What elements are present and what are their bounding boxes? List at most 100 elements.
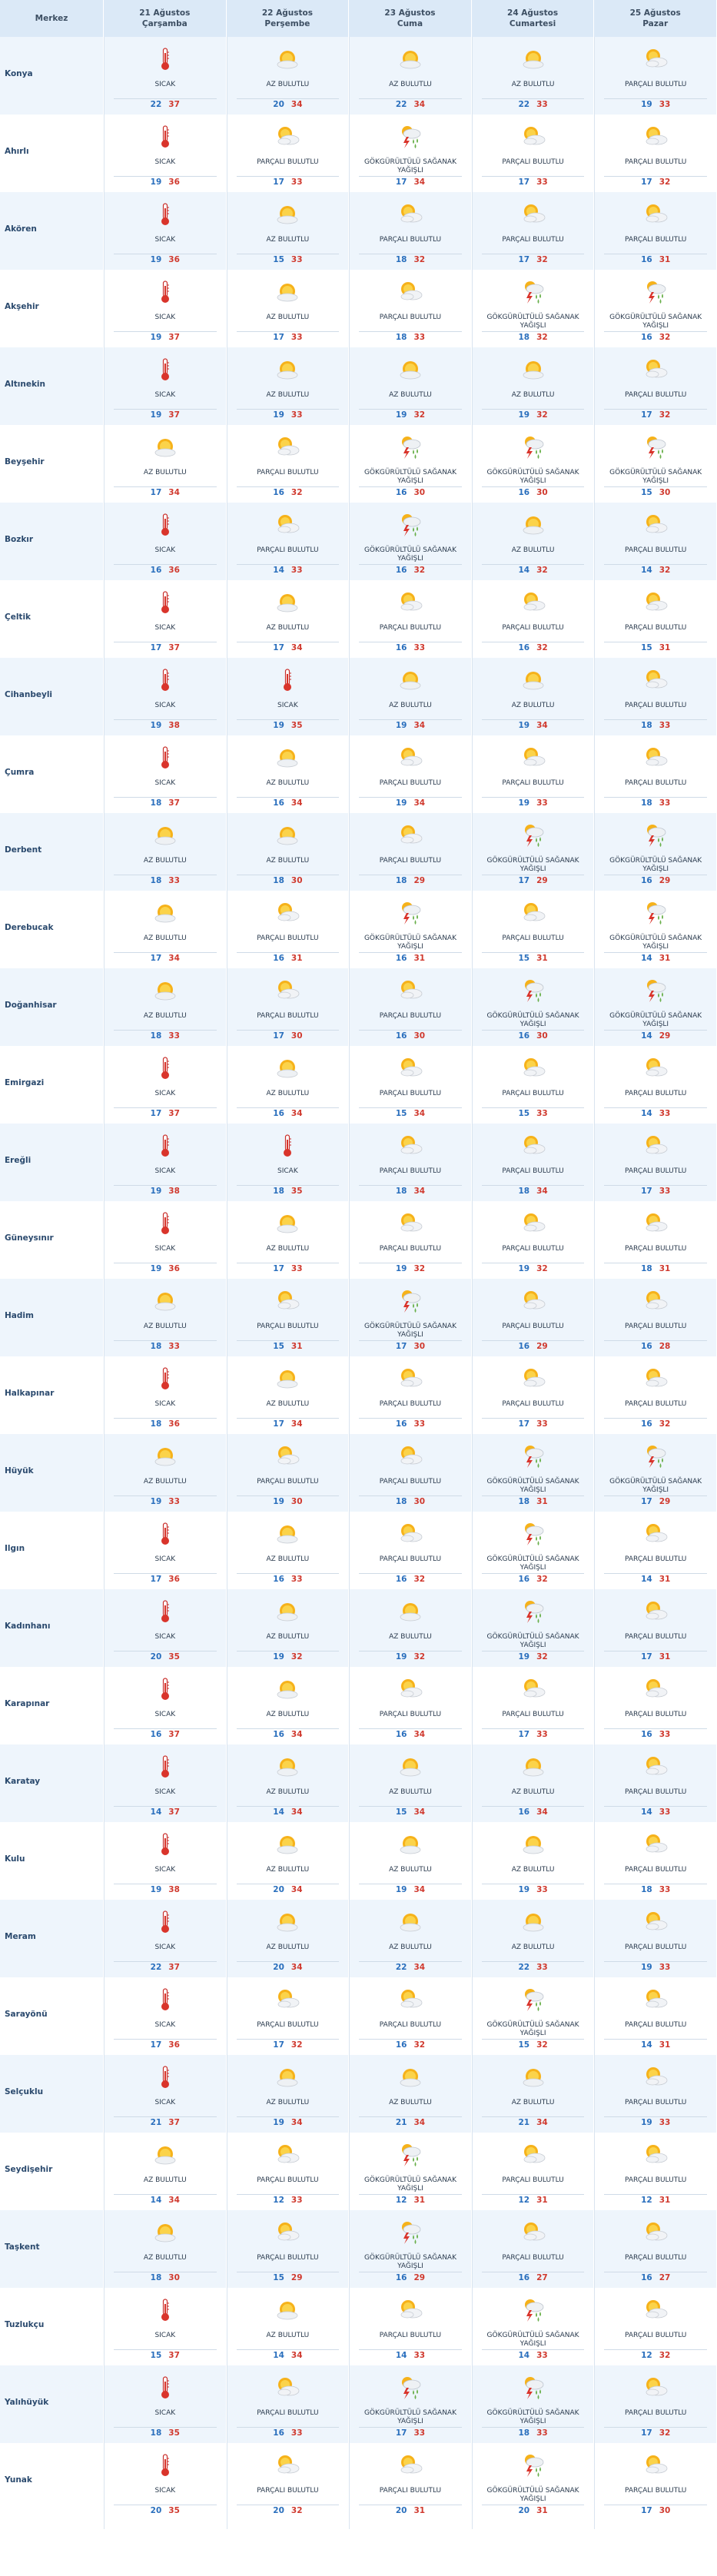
- temperature-range: 14 31: [595, 954, 716, 963]
- city-name[interactable]: Meram: [0, 1900, 104, 1977]
- forecast-cell-content: PARÇALI BULUTLU 16 33: [349, 1356, 471, 1434]
- table-row: Ahırlı SICAK 19 36 PARÇALI BULUTLU 17 33 GÖKGÜR…: [0, 115, 717, 192]
- temperature-range: 18 31: [473, 1497, 594, 1506]
- divider: [114, 1728, 217, 1729]
- city-name[interactable]: Kulu: [0, 1822, 104, 1900]
- condition-label: GÖKGÜRÜLTÜLÜ SAĞANAK YAĞIŞLI: [363, 469, 456, 485]
- forecast-cell-content: PARÇALI BULUTLU 16 33: [226, 2365, 349, 2443]
- min-temperature: 19: [518, 721, 530, 730]
- partly-cloudy-icon: [642, 1366, 669, 1392]
- max-temperature: 33: [536, 1730, 548, 1739]
- city-name[interactable]: Hadim: [0, 1279, 104, 1356]
- min-temperature: 15: [395, 1808, 407, 1817]
- partly-cloudy-icon: [274, 434, 300, 460]
- condition-label: PARÇALI BULUTLU: [379, 779, 442, 787]
- min-temperature: 16: [518, 643, 530, 652]
- divider: [604, 2194, 707, 2195]
- min-temperature: 16: [518, 1342, 530, 1351]
- condition-label: SICAK: [154, 1245, 176, 1253]
- forecast-cell-content: AZ BULUTLU 19 32: [471, 347, 594, 425]
- divider: [114, 1961, 217, 1962]
- forecast-cell: PARÇALI BULUTLU 18 33: [348, 270, 472, 347]
- city-name[interactable]: Hüyük: [0, 1434, 104, 1512]
- city-name[interactable]: Akören: [0, 192, 104, 270]
- forecast-cell: PARÇALI BULUTLU 12 33: [226, 2133, 350, 2210]
- city-name[interactable]: Ahırlı: [0, 115, 104, 192]
- thermometer-icon: [152, 745, 178, 771]
- max-temperature: 28: [659, 1342, 671, 1351]
- divider: [114, 2349, 217, 2350]
- city-name[interactable]: Seydişehir: [0, 2133, 104, 2210]
- temperature-range: 19 38: [105, 1885, 226, 1894]
- divider: [481, 1961, 585, 1962]
- partly-cloudy-icon: [520, 1055, 546, 1081]
- city-name[interactable]: Derebucak: [0, 891, 104, 968]
- sun-cloud-icon: [274, 1676, 300, 1702]
- city-name[interactable]: Çeltik: [0, 580, 104, 658]
- divider: [114, 331, 217, 332]
- city-name[interactable]: Ereğli: [0, 1124, 104, 1201]
- divider: [359, 331, 462, 332]
- city-name[interactable]: Beyşehir: [0, 425, 104, 503]
- city-name[interactable]: Sarayönü: [0, 1977, 104, 2055]
- temperature-range: 14 37: [105, 1808, 226, 1817]
- min-temperature: 14: [641, 2040, 652, 2050]
- forecast-cell-content: AZ BULUTLU 22 33: [471, 1900, 594, 1977]
- max-temperature: 34: [290, 1419, 303, 1429]
- thermometer-icon: [152, 1210, 178, 1237]
- max-temperature: 34: [536, 1187, 548, 1196]
- forecast-cell: PARÇALI BULUTLU 16 33: [348, 1356, 472, 1434]
- city-name[interactable]: Tuzlukçu: [0, 2288, 104, 2365]
- city-name[interactable]: Güneysınır: [0, 1201, 104, 1279]
- city-name[interactable]: Karatay: [0, 1744, 104, 1822]
- temperature-range: 18 33: [105, 876, 226, 885]
- max-temperature: 32: [536, 1575, 548, 1584]
- city-name[interactable]: Yunak: [0, 2443, 104, 2529]
- min-temperature: 12: [273, 2196, 284, 2205]
- city-name[interactable]: Karapınar: [0, 1667, 104, 1744]
- city-name[interactable]: Kadınhanı: [0, 1589, 104, 1667]
- thermometer-icon: [152, 46, 178, 72]
- city-name[interactable]: Selçuklu: [0, 2055, 104, 2133]
- forecast-cell-content: PARÇALI BULUTLU 16 31: [594, 192, 716, 270]
- city-name[interactable]: Derbent: [0, 813, 104, 891]
- city-name[interactable]: Cihanbeyli: [0, 658, 104, 735]
- forecast-cell-content: SICAK 22 37: [104, 1900, 226, 1977]
- condition-label: SICAK: [154, 236, 176, 244]
- max-temperature: 35: [290, 1187, 303, 1196]
- divider: [359, 2039, 462, 2040]
- max-temperature: 33: [168, 1031, 180, 1041]
- temperature-range: 17 33: [350, 2428, 471, 2438]
- max-temperature: 30: [168, 2273, 180, 2282]
- thunderstorm-icon: [397, 1288, 423, 1314]
- forecast-cell-content: SICAK 19 36: [104, 192, 226, 270]
- condition-label: AZ BULUTLU: [266, 2099, 310, 2106]
- city-name[interactable]: Emirgazi: [0, 1046, 104, 1124]
- city-name[interactable]: Halkapınar: [0, 1356, 104, 1434]
- min-temperature: 17: [518, 255, 530, 264]
- condition-label: PARÇALI BULUTLU: [379, 1012, 442, 1020]
- divider: [359, 486, 462, 487]
- city-name[interactable]: Yalıhüyük: [0, 2365, 104, 2443]
- city-name[interactable]: Doğanhisar: [0, 968, 104, 1046]
- forecast-cell-content: PARÇALI BULUTLU 17 32: [471, 192, 594, 270]
- forecast-cell-content: PARÇALI BULUTLU 18 29: [349, 813, 471, 891]
- partly-cloudy-icon: [642, 745, 669, 771]
- city-name[interactable]: Bozkır: [0, 503, 104, 580]
- partly-cloudy-icon: [397, 1210, 423, 1237]
- city-name[interactable]: Taşkent: [0, 2210, 104, 2288]
- condition-label: GÖKGÜRÜLTÜLÜ SAĞANAK YAĞIŞLI: [363, 2176, 456, 2193]
- divider: [114, 1340, 217, 1341]
- min-temperature: 18: [150, 1031, 162, 1041]
- forecast-cell-content: GÖKGÜRÜLTÜLÜ SAĞANAK YAĞIŞLI 15 32: [471, 1977, 594, 2055]
- city-name[interactable]: Çumra: [0, 735, 104, 813]
- forecast-cell-content: PARÇALI BULUTLU 18 34: [471, 1124, 594, 1201]
- city-name[interactable]: Konya: [0, 37, 104, 115]
- divider: [236, 1495, 340, 1496]
- city-name[interactable]: Akşehir: [0, 270, 104, 347]
- city-name[interactable]: Altınekin: [0, 347, 104, 425]
- city-name[interactable]: Ilgın: [0, 1512, 104, 1589]
- sun-cloud-icon: [520, 1831, 546, 1857]
- table-row: Ilgın SICAK 17 36 AZ BULUTLU 16 33 PARÇALI BULU…: [0, 1512, 717, 1589]
- forecast-cell: PARÇALI BULUTLU 18 34: [471, 1124, 595, 1201]
